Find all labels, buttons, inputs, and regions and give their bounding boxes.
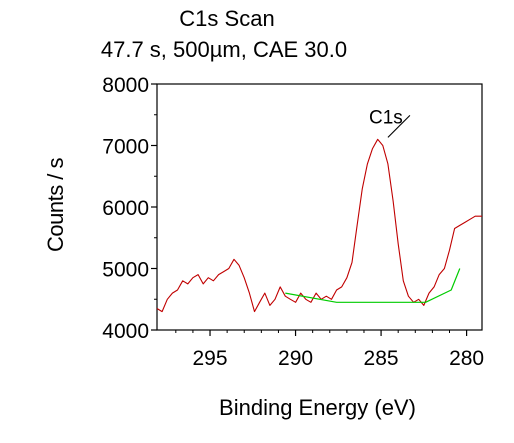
y-tick-label: 7000 <box>102 136 149 159</box>
plot-frame <box>156 83 483 331</box>
y-tick-label: 4000 <box>102 320 149 343</box>
spectrum-line <box>156 138 482 313</box>
chart-subtitle: 47.7 s, 500µm, CAE 30.0 <box>100 37 348 62</box>
annotation-leader <box>387 114 411 138</box>
y-tick-label: 5000 <box>102 259 149 282</box>
x-axis-label: Binding Energy (eV) <box>219 395 416 420</box>
y-axis-label: Counts / s <box>43 157 68 252</box>
x-tick-label: 285 <box>364 347 399 370</box>
chart-title: C1s Scan <box>179 6 275 31</box>
x-tick-label: 295 <box>193 347 228 370</box>
background-line <box>285 268 461 303</box>
y-tick-label: 8000 <box>102 74 149 97</box>
x-tick-label: 280 <box>449 347 484 370</box>
y-tick-label: 6000 <box>102 197 149 220</box>
annotation-label: C1s <box>369 107 403 128</box>
x-tick-label: 290 <box>278 347 313 370</box>
